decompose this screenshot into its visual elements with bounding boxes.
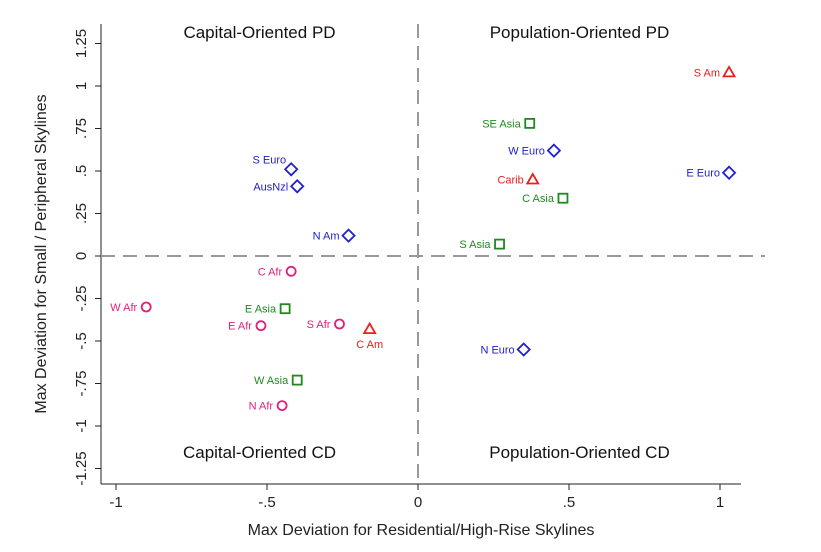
point-label: Carib	[497, 175, 523, 187]
point-label: W Afr	[110, 302, 137, 314]
square-marker	[279, 303, 291, 315]
diamond-marker	[546, 143, 562, 158]
reference-lines	[101, 24, 765, 484]
plot-frame	[100, 24, 741, 485]
y-tick-label: -.5	[73, 332, 90, 350]
x-tick-label: -.5	[258, 494, 276, 511]
point-label: C Afr	[258, 266, 283, 278]
point-label: S Asia	[459, 239, 491, 251]
y-tick-label: -.75	[73, 371, 90, 397]
point-label: AusNzl	[253, 181, 288, 193]
point-label: C Asia	[522, 193, 555, 205]
data-point: S Afr	[307, 318, 345, 331]
data-point: E Asia	[245, 303, 291, 316]
point-label: N Afr	[249, 401, 274, 413]
data-point: AusNzl	[253, 179, 305, 194]
data-point: S Am	[694, 65, 737, 79]
triangle-marker	[525, 172, 540, 185]
data-point: C Afr	[258, 265, 297, 278]
diamond-marker	[283, 162, 299, 177]
data-point: SE Asia	[482, 118, 536, 130]
data-point: N Am	[313, 228, 356, 243]
data-point: N Euro	[480, 342, 531, 357]
point-label: S Am	[694, 67, 720, 79]
data-point: Carib	[497, 172, 540, 187]
y-tick-label: .5	[73, 165, 90, 178]
quadrant-label-top-left: Capital-Oriented PD	[183, 23, 335, 42]
data-point: S Euro	[253, 154, 299, 177]
quadrant-labels: Capital-Oriented PD Population-Oriented …	[183, 23, 670, 462]
triangle-marker	[721, 65, 737, 78]
y-tick-label: 0	[73, 252, 90, 260]
data-point: E Euro	[686, 165, 737, 180]
y-tick-label: .75	[73, 118, 90, 139]
circle-marker	[276, 400, 288, 412]
y-tick-label: -1	[73, 419, 90, 432]
data-point: E Afr	[228, 320, 267, 333]
y-tick-label: .25	[73, 203, 90, 224]
circle-marker	[255, 320, 267, 332]
x-tick-label: .5	[563, 494, 576, 511]
diamond-marker	[721, 165, 737, 180]
point-label: E Euro	[686, 168, 720, 180]
y-tick-label: -1.25	[73, 451, 90, 485]
point-label: N Euro	[480, 345, 514, 357]
x-tick-label: 1	[716, 494, 724, 511]
point-label: W Euro	[508, 146, 545, 158]
point-label: S Afr	[307, 319, 331, 331]
y-tick-label: 1.25	[73, 29, 90, 58]
square-marker	[557, 192, 569, 204]
diamond-marker	[289, 179, 305, 194]
point-label: W Asia	[254, 375, 289, 387]
data-point: W Asia	[254, 374, 303, 387]
x-axis-title: Max Deviation for Residential/High-Rise …	[248, 522, 595, 539]
circle-marker	[285, 265, 297, 277]
data-point: N Afr	[249, 400, 288, 413]
y-tick-label: -.25	[73, 286, 90, 312]
quadrant-label-bottom-right: Population-Oriented CD	[489, 443, 669, 462]
y-axis: 1.25 1 .75 .5 .25 0 -.25 -.5 -.75 -1 -1.25	[73, 29, 101, 486]
data-point: C Asia	[522, 192, 569, 205]
x-tick-label: -1	[109, 494, 122, 511]
data-point: W Euro	[508, 143, 562, 158]
data-point: W Afr	[110, 301, 152, 314]
square-marker	[494, 238, 505, 250]
diamond-marker	[516, 342, 531, 357]
quadrant-label-top-right: Population-Oriented PD	[490, 23, 670, 42]
square-marker	[291, 374, 303, 386]
square-marker	[524, 118, 536, 129]
data-points: S Am Carib C Am SE Asia C Asia S Asia E Asia W …	[110, 65, 737, 413]
point-label: N Am	[313, 231, 340, 243]
point-label: E Afr	[228, 321, 252, 333]
y-axis-title: Max Deviation for Small / Peripheral Sky…	[33, 94, 50, 413]
data-point: C Am	[356, 321, 383, 351]
y-tick-label: 1	[73, 82, 90, 90]
circle-marker	[334, 318, 345, 330]
point-label: C Am	[356, 339, 383, 351]
x-axis: -1 -.5 0 .5 1	[109, 484, 724, 511]
quadrant-label-bottom-left: Capital-Oriented CD	[183, 443, 336, 462]
diamond-marker	[341, 228, 356, 243]
x-tick-label: 0	[414, 494, 422, 511]
triangle-marker	[362, 321, 377, 335]
circle-marker	[140, 301, 152, 313]
data-point: S Asia	[459, 238, 505, 251]
point-label: E Asia	[245, 304, 277, 316]
point-label: S Euro	[253, 154, 287, 166]
point-label: SE Asia	[482, 118, 521, 130]
